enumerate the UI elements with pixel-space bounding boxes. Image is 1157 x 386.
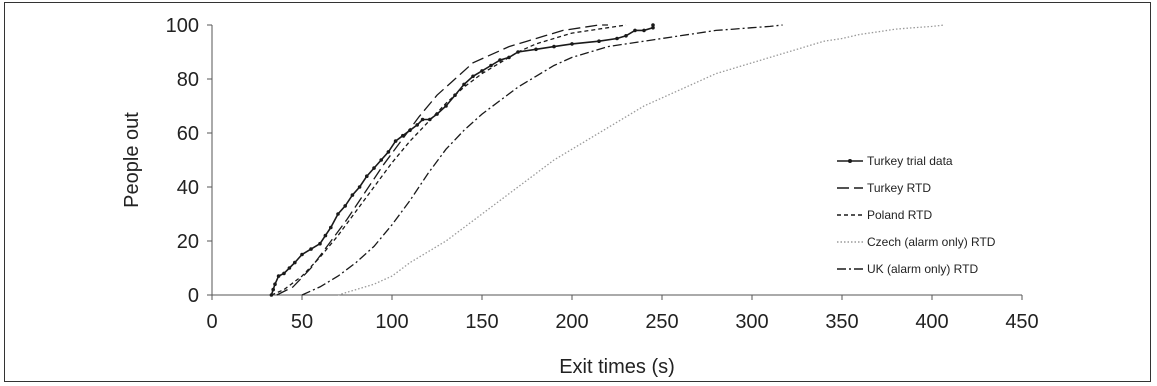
data-point (300, 252, 304, 257)
data-point (597, 39, 601, 43)
legend-item-turkey-rtd: Turkey RTD (837, 181, 931, 195)
data-point (293, 260, 297, 265)
legend-marker (848, 159, 852, 163)
x-tick-label: 450 (1005, 311, 1038, 333)
data-point (393, 139, 398, 143)
legend-item-uk-alarm-only-rtd: UK (alarm only) RTD (837, 262, 978, 276)
series-uk-alarm-only-rtd (301, 24, 783, 296)
data-point (329, 225, 333, 230)
y-axis-title: People out (121, 112, 143, 208)
data-point (471, 74, 475, 79)
data-point (642, 28, 646, 33)
data-point (379, 158, 384, 162)
x-tick-label: 100 (375, 311, 408, 333)
data-point (343, 204, 348, 208)
legend-label: Turkey trial data (867, 154, 953, 168)
x-tick-label: 250 (645, 311, 678, 333)
data-point (489, 63, 493, 68)
data-point (651, 23, 655, 27)
x-tick-label: 350 (825, 311, 858, 333)
series-line (276, 24, 608, 296)
data-point (323, 233, 328, 238)
data-point (309, 247, 313, 251)
x-tick-label: 300 (735, 311, 768, 333)
data-point (534, 47, 538, 52)
data-point (498, 58, 502, 62)
data-point (570, 42, 574, 46)
y-tick-label: 20 (177, 231, 199, 253)
x-tick-label: 400 (915, 311, 948, 333)
legend-label: Turkey RTD (867, 181, 931, 195)
series-turkey-trial-data (269, 23, 655, 297)
legend-item-czech-alarm-only-rtd: Czech (alarm only) RTD (837, 235, 996, 249)
y-tick-label: 0 (188, 285, 199, 307)
data-point (624, 34, 628, 38)
data-point (276, 274, 281, 278)
legend-label: Poland RTD (867, 208, 932, 222)
legend-item-turkey-trial-data: Turkey trial data (837, 154, 953, 168)
axes: 0 50 100 150 200 250 300 350 400 450 0 20 40 60 80 100 (166, 15, 1039, 333)
y-tick-label: 60 (177, 123, 199, 145)
data-point (420, 117, 425, 122)
line-chart: 0 50 100 150 200 250 300 350 400 450020406080100 … (121, 15, 1039, 378)
x-tick-label: 0 (206, 311, 217, 333)
data-point (651, 25, 655, 30)
data-point (273, 282, 277, 287)
data-point (357, 185, 362, 189)
x-tick-label: 50 (291, 311, 313, 333)
data-point (365, 174, 369, 178)
legend-item-poland-rtd: Poland RTD (837, 208, 932, 222)
legend: Turkey trial data Turkey RTD Poland RTD Cze… (837, 154, 996, 276)
chart-frame: 0 50 100 150 200 250 300 350 400 450 0 20 40 60 80 100 … (4, 2, 1151, 382)
series-czech-alarm-only-rtd (337, 24, 945, 296)
series-line (301, 24, 783, 296)
data-point (415, 123, 420, 127)
data-point (633, 28, 637, 33)
series-turkey-rtd (276, 24, 608, 296)
data-point (462, 82, 466, 87)
data-point (552, 44, 556, 49)
x-axis-title: Exit times (s) (559, 356, 675, 378)
series-layer (269, 23, 945, 297)
data-point (271, 287, 276, 292)
y-tick-label: 100 (166, 15, 199, 37)
data-point (386, 150, 391, 154)
y-tick-label: 80 (177, 69, 199, 91)
legend-label: UK (alarm only) RTD (867, 262, 978, 276)
data-point (336, 212, 340, 216)
x-tick-label: 200 (555, 311, 588, 333)
series-line (271, 24, 627, 296)
data-point (480, 69, 484, 73)
series-line (270, 25, 654, 296)
series-poland-rtd (271, 24, 627, 296)
data-point (287, 266, 292, 270)
data-point (372, 166, 376, 170)
data-point (318, 241, 322, 246)
series-line (337, 24, 945, 296)
data-point (615, 36, 619, 41)
x-tick-label: 150 (465, 311, 498, 333)
legend-label: Czech (alarm only) RTD (867, 235, 996, 249)
data-point (350, 193, 355, 197)
y-tick-label: 40 (177, 177, 199, 199)
data-point (282, 271, 286, 276)
